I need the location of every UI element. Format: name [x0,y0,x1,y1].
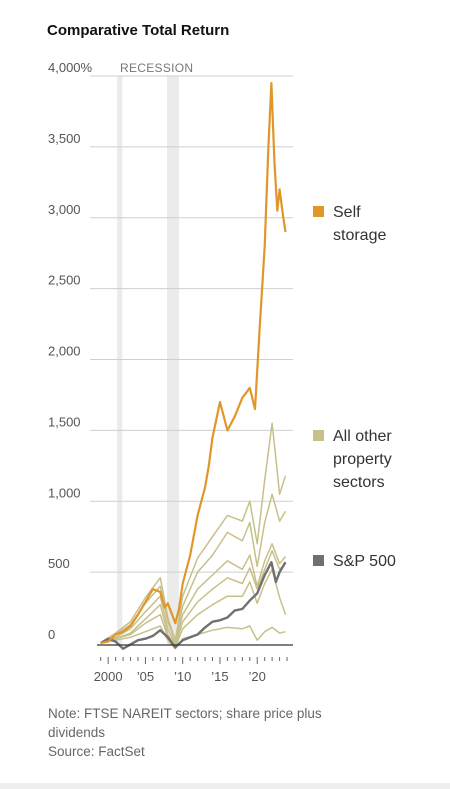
x-axis: 2000 ’05 ’10 ’15 ’20 [94,644,293,684]
series-line-sector-6 [100,625,286,650]
series-line-sector-3 [100,543,287,646]
line-chart: RECESSION 0 500 1,000 1,500 2,000 2,500 3,000 3… [48,60,396,684]
y-tick-label-3500: 3,500 [48,131,81,146]
legend-label-1-line2: storage [333,227,386,244]
legend-swatch-1 [313,206,324,217]
recession-bands: RECESSION [117,61,193,645]
series-line-all-other-property-sectors [100,422,287,644]
y-tick-label-2500: 2,500 [48,273,81,288]
legend: Self storage All other property sectors S&P 5… [313,204,396,570]
y-tick-label-3000: 3,000 [48,202,81,217]
note-text-line1: Note: FTSE NAREIT sectors; share price p… [48,706,322,721]
bottom-divider [0,783,450,789]
x-tick-label-2000: 2000 [94,669,123,684]
series-line-sector-5 [100,568,287,649]
x-tick-label-2005: ’05 [137,669,154,684]
y-tick-label-1000: 1,000 [48,485,81,500]
legend-label-1-line1: Self [333,204,361,221]
legend-swatch-3 [313,555,324,566]
x-tick-label-2020: ’20 [249,669,266,684]
y-tick-label-0: 0 [48,627,55,642]
note-text-line2: dividends [48,725,106,740]
y-axis: 0 500 1,000 1,500 2,000 2,500 3,000 3,500 4,000% [48,60,93,642]
chart-notes: Note: FTSE NAREIT sectors; share price p… [48,704,408,761]
legend-label-2-line2: property [333,451,392,468]
series-lines [100,82,287,650]
y-tick-label-1500: 1,500 [48,414,81,429]
y-tick-label-500: 500 [48,556,70,571]
x-tick-label-2015: ’15 [211,669,228,684]
series-line-self-storage [100,82,287,645]
legend-label-3-line1: S&P 500 [333,553,396,570]
recession-label: RECESSION [120,61,193,75]
source-text: Source: FactSet [48,744,145,759]
x-tick-label-2010: ’10 [174,669,191,684]
series-line-s-p-500 [100,561,287,650]
legend-swatch-2 [313,430,324,441]
y-tick-label-4000: 4,000% [48,60,93,75]
legend-label-2-line1: All other [333,428,392,445]
chart-title: Comparative Total Return [47,22,230,39]
series-line-sector-4 [100,550,287,647]
recession-band-2 [167,76,179,645]
y-tick-label-2000: 2,000 [48,344,81,359]
legend-label-2-line3: sectors [333,474,385,491]
recession-band-1 [117,76,123,645]
